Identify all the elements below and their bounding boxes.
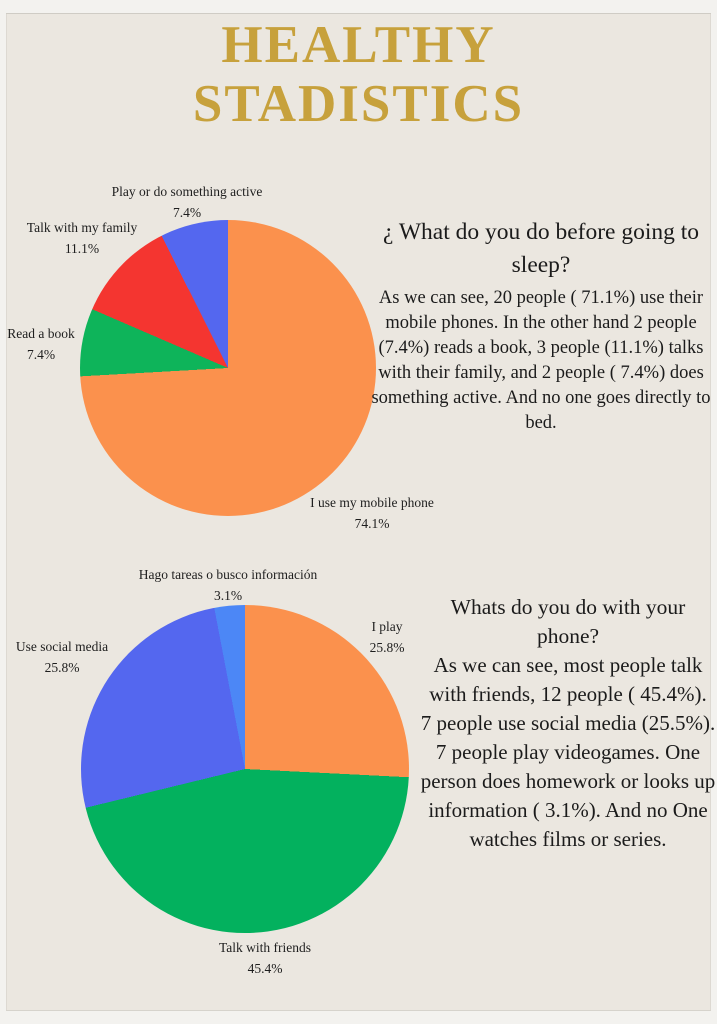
pie1-label-mobile-phone: I use my mobile phone 74.1%	[287, 492, 457, 534]
pie1-label-talk-family-text: Talk with my family	[26, 220, 138, 235]
question-body-before-sleep: As we can see, 20 people ( 71.1%) use th…	[371, 287, 711, 433]
pie2-label-homework: Hago tareas o busco información 3.1%	[88, 564, 368, 606]
page-title-line1: HEALTHY	[221, 16, 496, 74]
pie2-label-social-media-pct: 25.8%	[44, 660, 80, 675]
pie2-label-homework-text: Hago tareas o busco información	[138, 567, 318, 582]
question-title-before-sleep: ¿ What do you do before going to sleep?	[382, 219, 700, 278]
pie2-label-talk-friends-text: Talk with friends	[218, 940, 312, 955]
pie2-label-talk-friends-pct: 45.4%	[247, 961, 283, 976]
page-title-line2: STADISTICS	[192, 75, 525, 134]
question-title-phone-usage: Whats do you do with your phone?	[450, 595, 686, 648]
page-title: HEALTHY STADISTICS	[0, 16, 717, 135]
question-body-phone-usage-p1: As we can see, most people talk with fri…	[429, 653, 707, 706]
pie1-label-play-active: Play or do something active 7.4%	[77, 181, 297, 223]
pie2-label-social-media-text: Use social media	[15, 639, 109, 654]
pie1-label-read-book-pct: 7.4%	[26, 347, 56, 362]
text-block-before-sleep: ¿ What do you do before going to sleep? …	[365, 216, 717, 436]
pie2-label-homework-pct: 3.1%	[213, 588, 243, 603]
pie1-label-read-book-text: Read a book	[7, 326, 75, 341]
text-block-phone-usage: Whats do you do with your phone? As we c…	[420, 593, 716, 854]
pie2-label-talk-friends: Talk with friends 45.4%	[170, 937, 360, 979]
pie1-label-mobile-phone-pct: 74.1%	[354, 516, 390, 531]
pie1-label-mobile-phone-text: I use my mobile phone	[310, 495, 434, 510]
pie1-label-talk-family: Talk with my family 11.1%	[7, 217, 157, 259]
question-body-phone-usage-p2: 7 people use social media (25.5%). 7 peo…	[420, 711, 716, 851]
pie1-label-talk-family-pct: 11.1%	[64, 241, 100, 256]
pie2-label-i-play: I play 25.8%	[337, 616, 437, 658]
pie2-label-social-media: Use social media 25.8%	[0, 636, 124, 678]
pie1-label-play-active-pct: 7.4%	[172, 205, 202, 220]
pie1-label-read-book: Read a book 7.4%	[0, 323, 82, 365]
pie2-label-i-play-pct: 25.8%	[369, 640, 405, 655]
pie1-label-play-active-text: Play or do something active	[111, 184, 263, 199]
pie2-label-i-play-text: I play	[371, 619, 403, 634]
pie-chart-before-sleep	[80, 220, 376, 516]
pie-chart-phone-usage	[81, 605, 409, 933]
